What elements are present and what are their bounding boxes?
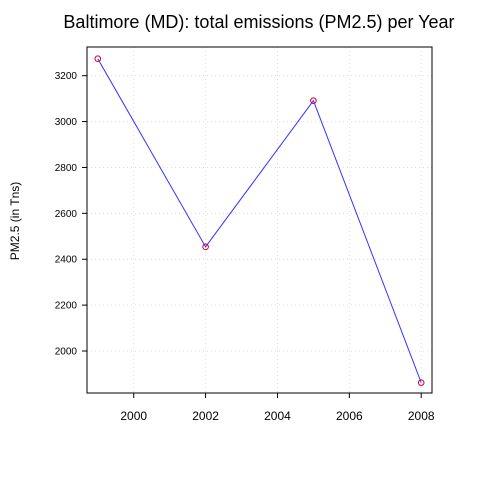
- x-tick-label: 2008: [408, 409, 435, 423]
- data-layer: [94, 55, 425, 386]
- grid-lines: [87, 47, 432, 393]
- y-axis-label: PM2.5 (in Tns): [8, 182, 22, 260]
- y-tick-label: 3000: [55, 117, 78, 128]
- series-line: [97, 58, 422, 383]
- y-tick-label: 2000: [55, 347, 78, 358]
- x-tick-label: 2000: [120, 409, 147, 423]
- data-point: [202, 243, 209, 251]
- data-point: [94, 55, 102, 63]
- x-tick-label: 2006: [336, 409, 363, 423]
- chart-title: Baltimore (MD): total emissions (PM2.5) …: [63, 12, 454, 32]
- axes: 2000 2002 2004 2006 2008 2000 2200 2400 2600 2800…: [55, 71, 435, 423]
- y-tick-label: 2200: [55, 301, 78, 312]
- x-tick-label: 2002: [192, 409, 219, 423]
- x-tick-label: 2004: [264, 409, 291, 423]
- y-tick-label: 2400: [55, 255, 78, 266]
- plot-frame: [86, 46, 433, 394]
- y-tick-label: 3200: [55, 71, 78, 82]
- y-tick-label: 2800: [55, 163, 78, 174]
- data-point: [310, 97, 317, 104]
- y-tick-label: 2600: [55, 209, 78, 220]
- data-point: [417, 379, 425, 386]
